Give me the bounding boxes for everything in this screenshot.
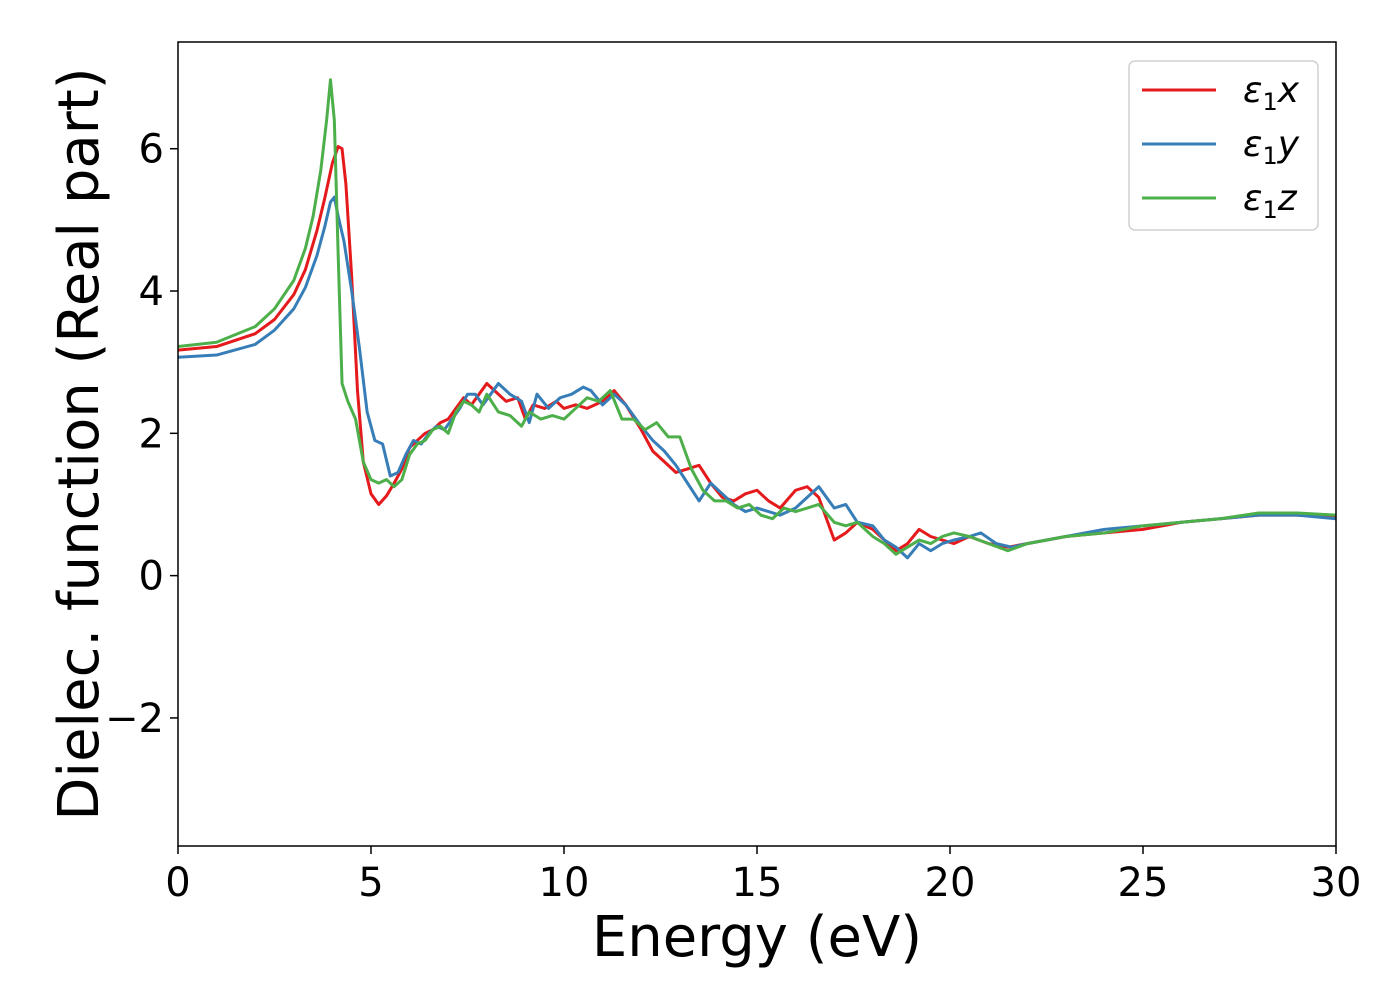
x-tick-label: 20 — [925, 860, 976, 906]
legend-label-x: ε1x — [1243, 70, 1300, 116]
y-tick-label: −2 — [105, 696, 164, 742]
y-tick-label: 4 — [139, 269, 164, 315]
x-tick-label: 10 — [539, 860, 590, 906]
x-tick-label: 30 — [1311, 860, 1362, 906]
legend: ε1x ε1y ε1z — [1128, 60, 1319, 231]
series-line-z — [178, 78, 1336, 556]
x-tick-label: 0 — [165, 860, 190, 906]
x-tick-label: 5 — [358, 860, 383, 906]
x-tick-label: 15 — [732, 860, 783, 906]
x-axis-label: Energy (eV) — [592, 905, 922, 970]
plot-area — [177, 41, 1337, 847]
y-tick-label: 2 — [139, 411, 164, 457]
legend-label-z: ε1z — [1243, 178, 1298, 224]
series-line-x — [178, 145, 1336, 553]
x-tick-label: 25 — [1118, 860, 1169, 906]
legend-label-y: ε1y — [1243, 124, 1300, 170]
legend-box — [1128, 60, 1319, 231]
x-axis-ticks: 0 5 10 15 20 25 30 — [165, 846, 1361, 906]
y-tick-label: 0 — [139, 554, 164, 600]
y-tick-label: 6 — [139, 127, 164, 173]
series-line-y — [178, 195, 1336, 560]
y-axis-ticks: −2 0 2 4 6 — [105, 127, 178, 742]
y-axis-label: Dielec. function (Real part) — [47, 67, 112, 820]
